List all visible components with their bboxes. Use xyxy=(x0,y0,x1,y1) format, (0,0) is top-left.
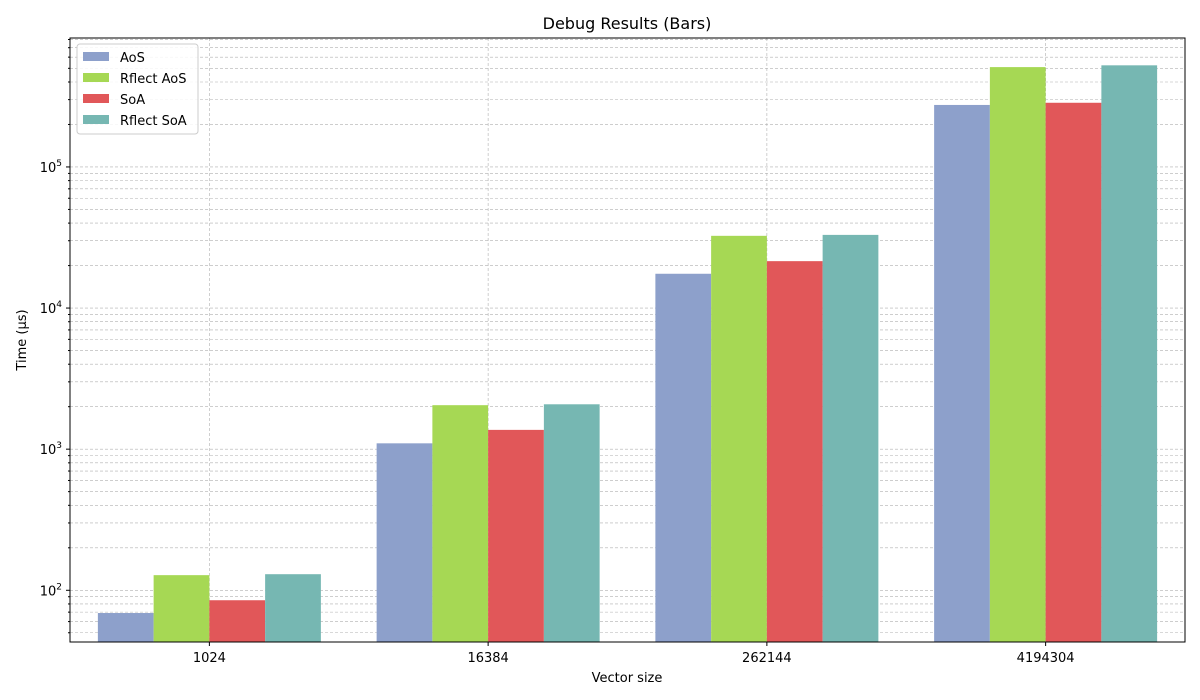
y-tick-label: 103 xyxy=(40,441,62,458)
legend-label: SoA xyxy=(120,93,145,108)
legend-label: Rflect SoA xyxy=(120,114,187,129)
bar xyxy=(543,404,600,642)
bar xyxy=(1101,65,1158,643)
bars xyxy=(97,65,1158,643)
bar xyxy=(1045,102,1102,643)
legend-label: Rflect AoS xyxy=(120,72,186,87)
legend-swatch xyxy=(83,52,109,61)
grid-lines xyxy=(70,38,1185,642)
y-tick-label: 102 xyxy=(40,582,62,599)
y-axis-label: Time (µs) xyxy=(15,309,30,371)
bar xyxy=(934,104,990,642)
legend-swatch xyxy=(83,73,109,82)
legend-swatch xyxy=(83,115,109,124)
x-tick-label: 1024 xyxy=(193,651,226,666)
legend: AoS Rflect AoS SoA Rflect SoA xyxy=(76,43,199,135)
y-tick-label: 105 xyxy=(40,159,62,176)
bar xyxy=(209,600,266,642)
bar xyxy=(766,261,823,642)
x-tick-label: 16384 xyxy=(467,651,508,666)
bar xyxy=(488,429,544,642)
y-tick-label: 104 xyxy=(40,300,63,317)
x-tick-label: 262144 xyxy=(742,651,792,666)
bar xyxy=(655,273,712,642)
bar xyxy=(432,405,489,642)
bar xyxy=(822,234,879,642)
bar xyxy=(989,67,1046,642)
chart-title: Debug Results (Bars) xyxy=(543,14,712,33)
legend-box xyxy=(76,43,199,135)
legend-swatch xyxy=(83,94,109,103)
bar xyxy=(376,443,433,642)
bar xyxy=(711,235,767,642)
bar xyxy=(153,575,210,642)
plot-frame xyxy=(69,37,1186,643)
bar xyxy=(265,574,321,642)
bar xyxy=(97,613,154,642)
x-axis-label: Vector size xyxy=(592,671,663,686)
legend-label: AoS xyxy=(120,51,145,66)
axis-ticks: 102 103 104 105 1024 16384 262144 4194304 xyxy=(40,39,1075,666)
x-tick-label: 4194304 xyxy=(1017,651,1075,666)
